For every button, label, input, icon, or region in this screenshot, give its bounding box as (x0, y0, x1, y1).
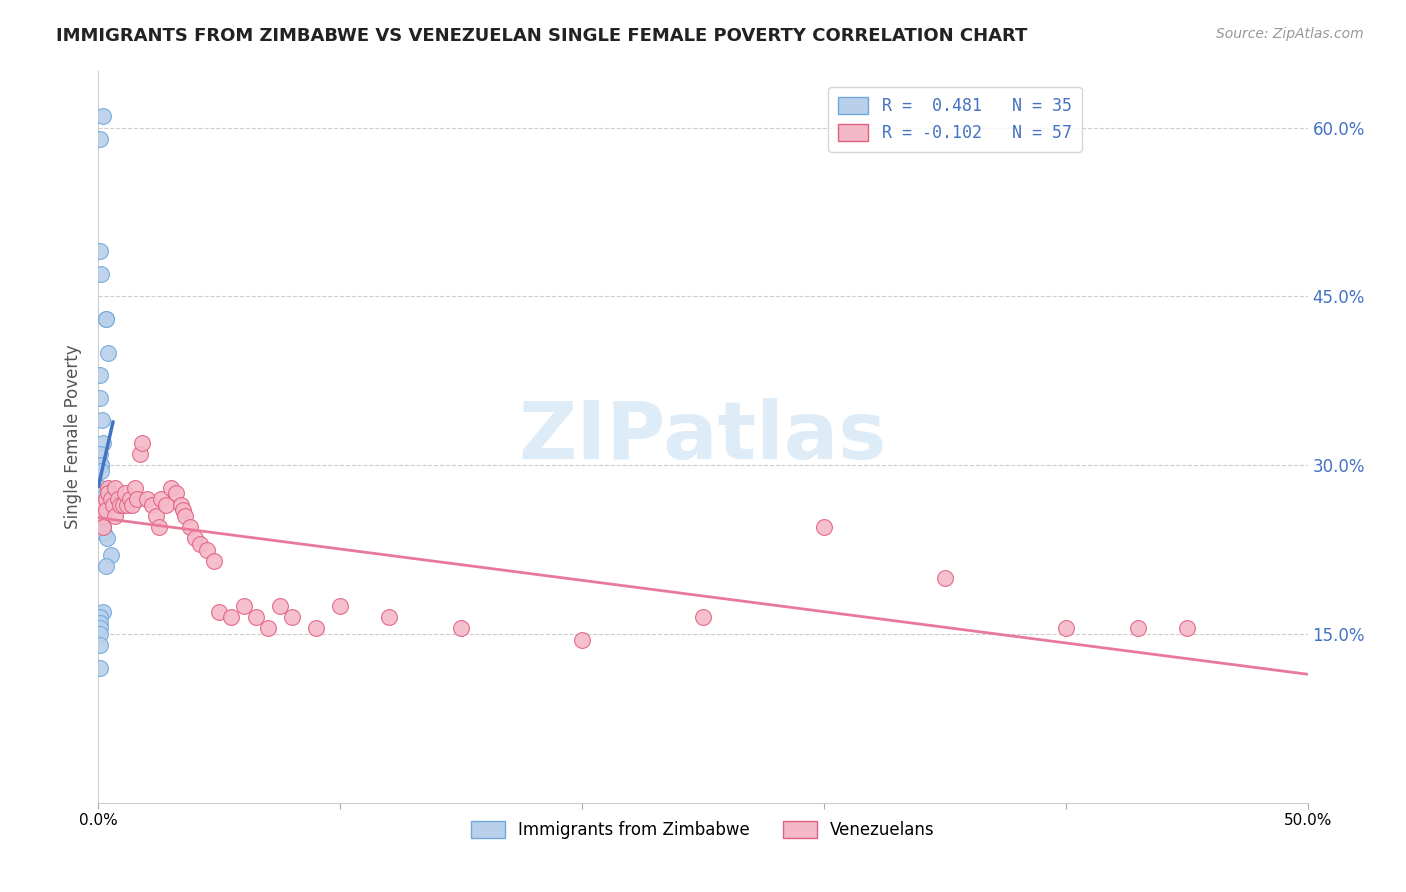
Point (96, 532, 118, 546)
Point (107, 491, 129, 506)
Point (89, 491, 111, 506)
Point (571, 632, 593, 647)
Point (89, 368, 111, 383)
Point (195, 542, 218, 557)
Point (208, 605, 231, 619)
Point (1054, 621, 1077, 635)
Point (117, 498, 139, 512)
Point (104, 481, 127, 495)
Point (97, 481, 120, 495)
Point (145, 508, 167, 523)
Point (91, 520, 114, 534)
Point (221, 610, 243, 624)
Point (377, 610, 399, 624)
Point (89, 508, 111, 523)
Point (89, 621, 111, 635)
Y-axis label: Single Female Poverty: Single Female Poverty (65, 345, 83, 529)
Point (90, 481, 112, 495)
Point (91, 605, 114, 619)
Point (934, 571, 956, 585)
Point (90, 498, 112, 512)
Text: Source: ZipAtlas.com: Source: ZipAtlas.com (1216, 27, 1364, 41)
Point (94, 503, 117, 517)
Point (169, 498, 191, 512)
Point (89, 486, 111, 500)
Point (121, 498, 143, 512)
Point (131, 435, 153, 450)
Point (91, 515, 114, 529)
Point (160, 481, 183, 495)
Point (94, 312, 117, 326)
Point (91, 508, 114, 523)
Point (179, 520, 201, 534)
Point (90, 458, 112, 473)
Point (111, 498, 134, 512)
Point (97, 345, 120, 359)
Point (91, 413, 114, 427)
Point (89, 132, 111, 146)
Point (305, 621, 328, 635)
Point (89, 503, 111, 517)
Point (124, 481, 146, 495)
Point (184, 532, 207, 546)
Point (89, 244, 111, 259)
Point (165, 486, 187, 500)
Point (93, 525, 115, 540)
Legend: Immigrants from Zimbabwe, Venezuelans: Immigrants from Zimbabwe, Venezuelans (465, 814, 941, 846)
Point (1175, 621, 1198, 635)
Point (813, 520, 835, 534)
Point (114, 486, 136, 500)
Point (89, 498, 111, 512)
Point (101, 498, 124, 512)
Point (148, 520, 170, 534)
Point (90, 464, 112, 478)
Point (232, 599, 254, 613)
Point (89, 447, 111, 461)
Point (89, 610, 111, 624)
Point (450, 621, 472, 635)
Point (91, 109, 114, 123)
Point (1128, 621, 1150, 635)
Point (118, 491, 141, 506)
Point (692, 610, 714, 624)
Text: ZIPatlas: ZIPatlas (519, 398, 887, 476)
Point (89, 615, 111, 630)
Point (127, 491, 149, 506)
Point (91, 435, 114, 450)
Point (128, 447, 150, 461)
Point (94, 559, 117, 574)
Point (104, 508, 127, 523)
Point (172, 503, 194, 517)
Point (94, 312, 117, 326)
Point (269, 599, 291, 613)
Point (155, 498, 177, 512)
Point (204, 554, 226, 568)
Point (174, 508, 197, 523)
Point (150, 491, 173, 506)
Point (90, 267, 112, 281)
Point (94, 491, 117, 506)
Text: IMMIGRANTS FROM ZIMBABWE VS VENEZUELAN SINGLE FEMALE POVERTY CORRELATION CHART: IMMIGRANTS FROM ZIMBABWE VS VENEZUELAN S… (56, 27, 1028, 45)
Point (100, 491, 122, 506)
Point (97, 486, 120, 500)
Point (256, 621, 278, 635)
Point (90, 458, 112, 473)
Point (245, 610, 267, 624)
Point (100, 548, 122, 562)
Point (91, 520, 114, 534)
Point (281, 610, 304, 624)
Point (329, 599, 352, 613)
Point (141, 498, 163, 512)
Point (188, 537, 211, 551)
Point (89, 661, 111, 675)
Point (135, 491, 157, 506)
Point (89, 638, 111, 652)
Point (91, 508, 114, 523)
Point (89, 391, 111, 405)
Point (89, 627, 111, 641)
Point (108, 498, 131, 512)
Point (91, 508, 114, 523)
